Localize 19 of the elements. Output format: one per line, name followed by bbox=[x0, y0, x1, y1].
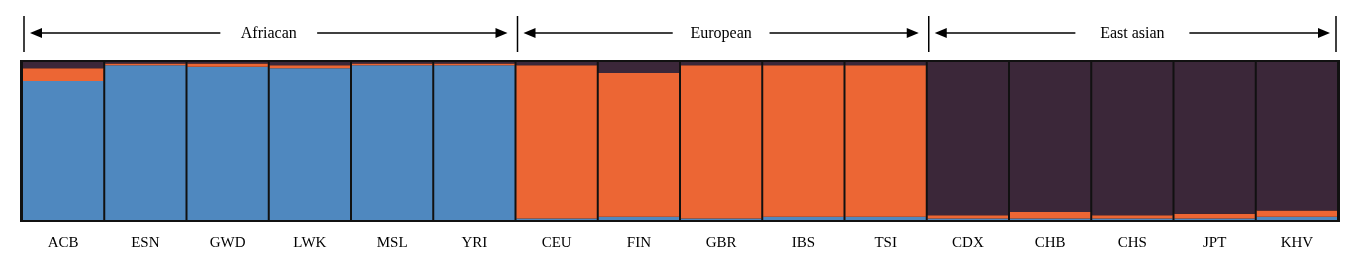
x-tick-label: TSI bbox=[874, 233, 897, 250]
text: European bbox=[690, 24, 752, 42]
x-tick-label: JPT bbox=[1202, 233, 1227, 250]
x-tick-label: GBR bbox=[705, 233, 737, 250]
x-tick-label: ACB bbox=[47, 233, 79, 250]
x-tick-label: ESN bbox=[131, 233, 160, 250]
x-tick-label: CHS bbox=[1117, 233, 1147, 250]
text: Afriacan bbox=[240, 24, 297, 41]
x-tick-label: IBS bbox=[791, 233, 816, 250]
x-tick-label: FIN bbox=[626, 233, 652, 250]
x-tick-label: KHV bbox=[1280, 233, 1314, 250]
text: East asian bbox=[1100, 24, 1165, 41]
x-tick-label: GWD bbox=[209, 233, 246, 250]
x-tick-label: CEU bbox=[541, 233, 572, 250]
x-tick-label: YRI bbox=[461, 233, 488, 250]
x-tick-label: CDX bbox=[952, 233, 984, 250]
x-tick-label: LWK bbox=[293, 233, 327, 250]
x-tick-label: CHB bbox=[1034, 233, 1066, 250]
x-tick-label: MSL bbox=[376, 233, 408, 250]
